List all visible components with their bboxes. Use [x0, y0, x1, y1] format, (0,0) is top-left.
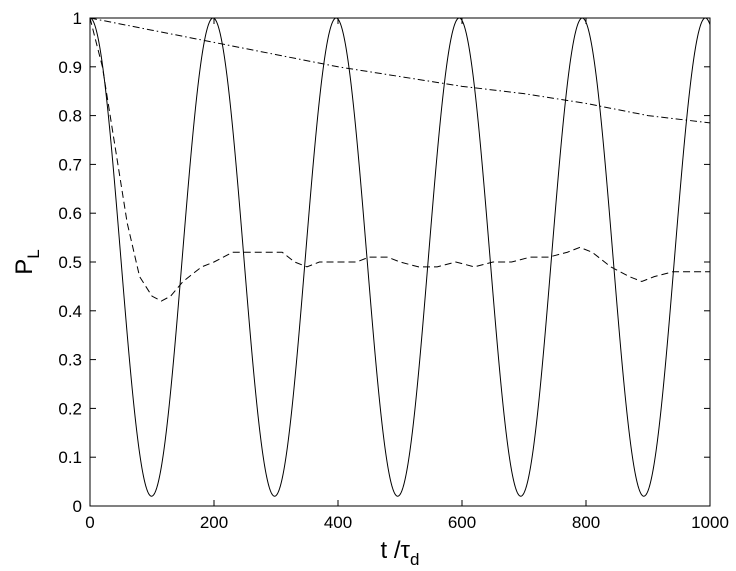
y-tick-label: 0.6 [58, 204, 82, 223]
x-tick-label: 600 [448, 513, 476, 532]
y-tick-label: 1 [73, 9, 82, 28]
x-tick-label: 400 [324, 513, 352, 532]
series-line-1 [89, 17, 711, 497]
x-tick-label: 800 [572, 513, 600, 532]
series-line-3 [89, 17, 711, 124]
y-tick-label: 0.3 [58, 351, 82, 370]
x-tick-label: 200 [200, 513, 228, 532]
y-tick-label: 0.9 [58, 58, 82, 77]
y-tick-label: 0.4 [58, 302, 82, 321]
plot-lines [89, 17, 711, 497]
x-tick-label: 0 [85, 513, 94, 532]
plot-frame [89, 17, 711, 507]
y-tick-label: 0.1 [58, 448, 82, 467]
y-tick-label: 0 [73, 497, 82, 516]
y-tick-label: 0.8 [58, 107, 82, 126]
y-axis-label: PL [11, 249, 43, 274]
x-axis-label: t /τd [381, 537, 420, 569]
tick-labels: 0 200 400 600 800 1000 0 0.1 0.2 0.3 0.4 0.5 0.6 0.7 0… [58, 9, 729, 532]
y-tick-label: 0.7 [58, 155, 82, 174]
y-tick-label: 0.2 [58, 399, 82, 418]
x-tick-label: 1000 [691, 513, 729, 532]
y-tick-label: 0.5 [58, 253, 82, 272]
ticks [89, 17, 711, 507]
series-line-2 [89, 17, 710, 302]
